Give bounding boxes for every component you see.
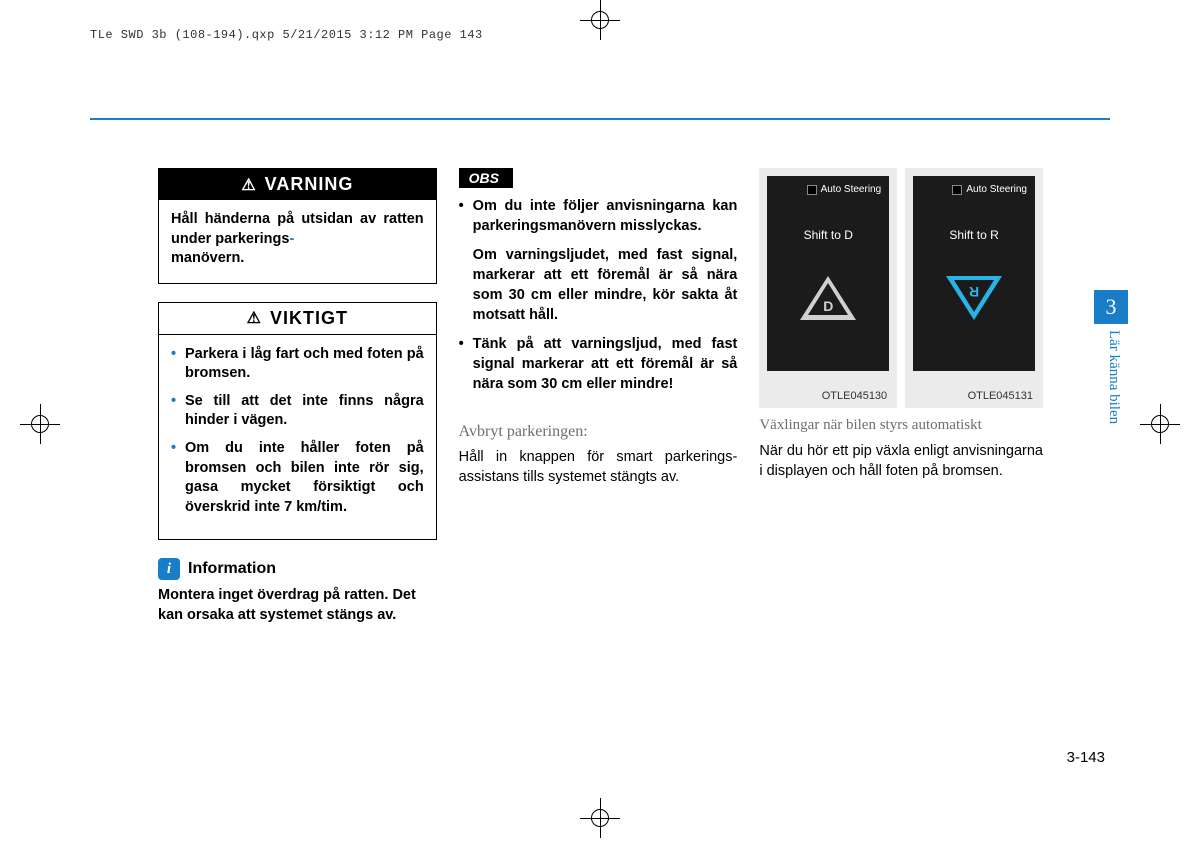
info-icon: i bbox=[158, 558, 180, 580]
chapter-label: Lär känna bilen bbox=[1105, 330, 1122, 424]
crop-mark-right bbox=[1140, 404, 1180, 444]
shift-section-text: När du hör ett pip växla enligt anvisnin… bbox=[759, 441, 1043, 482]
screen-r: Auto Steering Shift to R R bbox=[913, 176, 1035, 371]
caution-triangle-icon: ⚠ bbox=[247, 308, 262, 328]
display-panel-r: Auto Steering Shift to R R OTLE045131 bbox=[905, 168, 1043, 408]
important-item: Se till att det inte finns några hinder … bbox=[171, 392, 424, 431]
cancel-heading: Avbryt parkeringen: bbox=[459, 423, 738, 441]
obs-list: Om du inte följer anvisningarna kan park… bbox=[459, 196, 738, 395]
screen-d: Auto Steering Shift to D D bbox=[767, 176, 889, 371]
crop-mark-left bbox=[20, 404, 60, 444]
display-panel-d: Auto Steering Shift to D D OTLE045130 bbox=[759, 168, 897, 408]
top-rule bbox=[90, 118, 1110, 120]
triangle-letter-d: D bbox=[823, 298, 833, 314]
column-2: OBS Om du inte följer anvisningarna kan … bbox=[459, 168, 738, 625]
column-1: ⚠ VARNING Håll händerna på utsidan av ra… bbox=[158, 168, 437, 625]
auto-steering-indicator: Auto Steering bbox=[952, 184, 1027, 195]
obs-item: Tänk på att varningsljud, med fast signa… bbox=[459, 334, 738, 395]
warning-title: VARNING bbox=[265, 174, 354, 195]
cancel-text: Håll in knappen för smart parkerings­ass… bbox=[459, 447, 738, 488]
indicator-square-icon bbox=[952, 185, 962, 195]
warning-body: Håll händerna på utsidan av ratten under… bbox=[159, 200, 436, 283]
chapter-tab: 3 bbox=[1094, 290, 1128, 324]
important-list: Parkera i låg fart och med foten på brom… bbox=[171, 345, 424, 518]
obs-tag: OBS bbox=[459, 168, 513, 188]
information-title: Information bbox=[188, 560, 276, 578]
shift-section-heading: Växlingar när bilen styrs automatiskt bbox=[759, 416, 1043, 435]
obs-item: Om du inte följer anvisningarna kan park… bbox=[459, 196, 738, 326]
warning-triangle-icon: ⚠ bbox=[241, 175, 256, 195]
shift-label-r: Shift to R bbox=[913, 228, 1035, 242]
information-text: Montera inget överdrag på ratten. Det ka… bbox=[158, 586, 437, 625]
indicator-square-icon bbox=[807, 185, 817, 195]
figure-code-d: OTLE045130 bbox=[822, 390, 887, 402]
obs-sub: Om varningsljudet, med fast signal, mark… bbox=[473, 245, 738, 326]
print-meta-header: TLe SWD 3b (108-194).qxp 5/21/2015 3:12 … bbox=[90, 28, 483, 42]
display-row: Auto Steering Shift to D D OTLE045130 Au… bbox=[759, 168, 1043, 408]
page-content: ⚠ VARNING Håll händerna på utsidan av ra… bbox=[158, 168, 1043, 625]
column-3: Auto Steering Shift to D D OTLE045130 Au… bbox=[759, 168, 1043, 625]
crop-mark-bottom bbox=[580, 798, 620, 838]
important-title: VIKTIGT bbox=[270, 308, 348, 329]
triangle-letter-r: R bbox=[969, 284, 979, 300]
important-box: ⚠ VIKTIGT Parkera i låg fart och med fot… bbox=[158, 302, 437, 541]
crop-mark-top bbox=[580, 0, 620, 40]
auto-steering-indicator: Auto Steering bbox=[807, 184, 882, 195]
page-number: 3-143 bbox=[1067, 749, 1105, 766]
warning-header: ⚠ VARNING bbox=[159, 169, 436, 200]
important-body: Parkera i låg fart och med foten på brom… bbox=[159, 335, 436, 540]
shift-label-d: Shift to D bbox=[767, 228, 889, 242]
figure-code-r: OTLE045131 bbox=[968, 390, 1033, 402]
important-item: Om du inte håller foten på bromsen och b… bbox=[171, 439, 424, 517]
information-heading-row: i Information bbox=[158, 558, 437, 580]
important-item: Parkera i låg fart och med foten på brom… bbox=[171, 345, 424, 384]
warning-box: ⚠ VARNING Håll händerna på utsidan av ra… bbox=[158, 168, 437, 284]
important-header: ⚠ VIKTIGT bbox=[159, 303, 436, 335]
